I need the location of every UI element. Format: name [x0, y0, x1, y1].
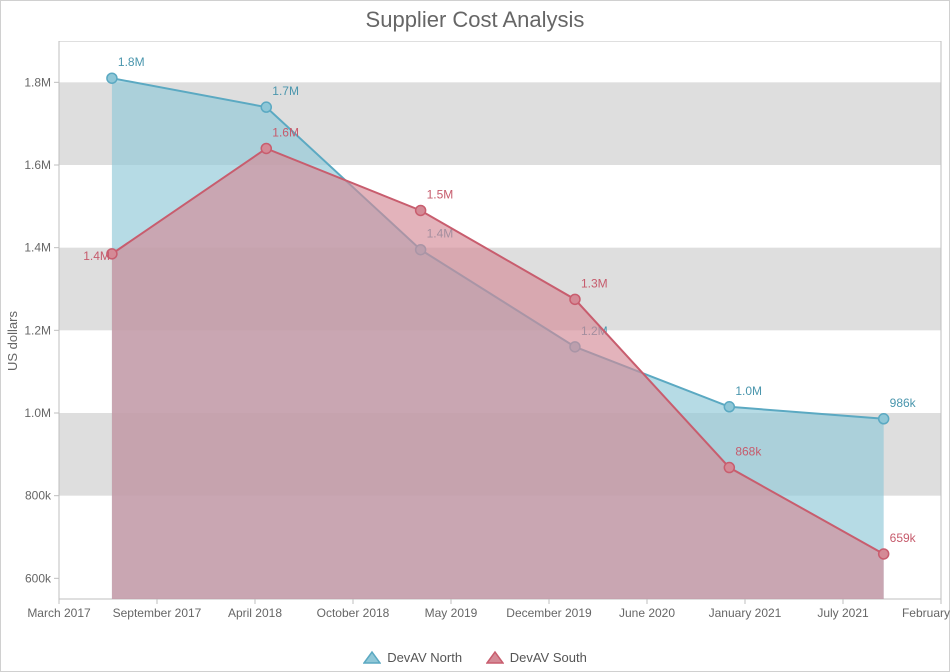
x-tick-label: April 2018 — [228, 606, 282, 620]
data-point[interactable] — [261, 143, 271, 153]
y-tick-label: 1.4M — [24, 241, 51, 255]
x-tick-label: May 2019 — [425, 606, 478, 620]
x-tick-label: June 2020 — [619, 606, 675, 620]
point-label: 868k — [735, 445, 762, 459]
chart-container: Supplier Cost Analysis US dollars 600k 80… — [0, 0, 950, 672]
point-label: 659k — [890, 531, 917, 545]
legend: DevAV North DevAV South — [1, 650, 949, 668]
legend-label-north: DevAV North — [387, 650, 462, 665]
y-axis-label: US dollars — [5, 311, 20, 371]
data-point[interactable] — [261, 102, 271, 112]
point-label: 986k — [890, 396, 917, 410]
series-area[interactable] — [112, 148, 884, 599]
y-tick-label: 1.2M — [24, 323, 51, 337]
legend-item-north[interactable]: DevAV North — [363, 650, 462, 665]
y-tick-label: 1.8M — [24, 75, 51, 89]
x-tick-label: January 2021 — [709, 606, 782, 620]
y-tick-label: 1.0M — [24, 406, 51, 420]
y-tick-label: 600k — [25, 571, 52, 585]
x-tick-label: March 2017 — [27, 606, 91, 620]
x-tick-label: October 2018 — [317, 606, 390, 620]
x-tick-label: February 2022 — [902, 606, 950, 620]
point-label: 1.6M — [272, 125, 299, 139]
y-tick-label: 1.6M — [24, 158, 51, 172]
data-point[interactable] — [724, 463, 734, 473]
data-point[interactable] — [107, 73, 117, 83]
x-tick-label: September 2017 — [113, 606, 202, 620]
x-tick-label: December 2019 — [506, 606, 592, 620]
legend-item-south[interactable]: DevAV South — [486, 650, 587, 665]
point-label: 1.3M — [581, 276, 608, 290]
legend-label-south: DevAV South — [510, 650, 587, 665]
point-label: 1.0M — [735, 384, 762, 398]
legend-swatch-north — [363, 650, 381, 664]
data-point[interactable] — [724, 402, 734, 412]
point-label: 1.8M — [118, 55, 145, 69]
point-label: 1.5M — [427, 187, 454, 201]
point-label: 1.4M — [83, 249, 110, 263]
data-point[interactable] — [570, 294, 580, 304]
chart-svg: 600k 800k 1.0M 1.2M 1.4M 1.6M 1.8M March 2017 Se… — [1, 41, 950, 641]
x-tick-label: July 2021 — [817, 606, 869, 620]
plot-area: US dollars 600k 800k 1.0M 1.2M 1.4M 1.6M 1.8M M… — [1, 41, 950, 641]
data-point[interactable] — [416, 205, 426, 215]
data-point[interactable] — [879, 549, 889, 559]
legend-swatch-south — [486, 650, 504, 664]
chart-title: Supplier Cost Analysis — [1, 1, 949, 41]
point-label: 1.7M — [272, 84, 299, 98]
y-tick-label: 800k — [25, 489, 52, 503]
data-point[interactable] — [879, 414, 889, 424]
